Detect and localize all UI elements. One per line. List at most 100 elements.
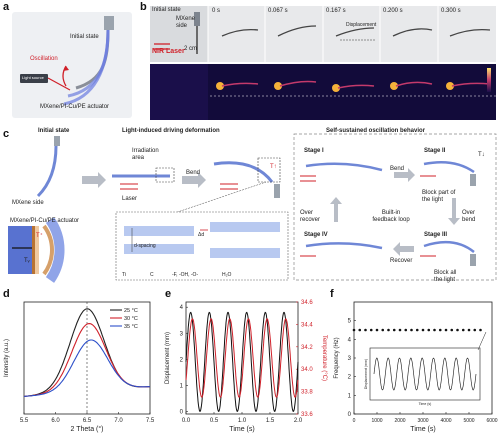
c-recover-label: Recover	[390, 258, 413, 264]
chart-f-point-15	[438, 328, 442, 332]
b-time-3: 0.200 s	[383, 8, 403, 14]
panel-label-b: b	[140, 1, 147, 13]
c-tv-label: Tᵥ	[24, 258, 30, 264]
c-initial-state-label: Initial state	[38, 128, 70, 134]
b-time-4: 0.300 s	[441, 8, 461, 14]
c-block-all-label: Block all the light	[434, 270, 457, 283]
c-stage4-label: Stage IV	[304, 232, 328, 238]
c-self-sustained-label: Self-sustained oscillation behavior	[326, 128, 426, 134]
chart-f-ylabel: Frequency (Hz)	[334, 337, 340, 378]
a-actuator-label: MXene/PI-Cu/PE actuator	[40, 104, 110, 110]
chart-f-point-22	[479, 328, 482, 332]
chart-f-point-5	[381, 328, 385, 332]
chart-e-ytick-label-4: 4	[180, 305, 184, 311]
chart-e-y2tick-label-3: 34.2	[301, 345, 313, 351]
c-t-plus-label: T⁺	[36, 233, 43, 239]
chart-d-xtick-label-3: 7.0	[114, 418, 123, 424]
chart-d-legend-label-1: 30 °C	[124, 316, 138, 322]
chart-f-inset-xlabel: Time (s)	[419, 402, 432, 406]
chart-f-inset-pointer	[477, 331, 487, 351]
chart-f-point-17	[450, 328, 454, 332]
c-laser-label: Laser	[122, 196, 138, 202]
chart-f-xtick-label-2: 2000	[394, 418, 405, 424]
chart-d-xlabel: 2 Theta (°)	[70, 425, 103, 433]
chart-f-point-4	[375, 328, 379, 332]
chart-f-xtick-label-1: 1000	[371, 418, 382, 424]
b-time-2: 0.167 s	[326, 8, 346, 14]
chart-e-ytick-label-2: 2	[180, 357, 184, 363]
chart-f-point-18	[456, 328, 459, 332]
chart-e-y2tick-label-4: 34.4	[301, 322, 313, 328]
c-irradiation-area-label: Irradiation area	[132, 148, 159, 161]
c-over-recover-label: Over recover	[300, 210, 321, 223]
chart-e: 0.0 0.5 1.0 1.5 2.0 0 1 2 3 4 33.6 33.8 34.0 34.2 34.4…	[165, 300, 327, 433]
chart-f-point-8	[398, 328, 402, 332]
chart-f-ytick-label-4: 4	[348, 337, 352, 343]
chart-f-point-6	[387, 328, 390, 332]
b-initial-state-label: Initial state	[152, 7, 181, 13]
a-oscillation-label: Oscillation	[30, 56, 58, 62]
a-initial-state-label: Initial state	[70, 34, 99, 40]
panel-c-diagram	[8, 133, 497, 283]
c-d-spacing-label: d-spacing	[134, 243, 156, 249]
chart-e-y2tick-label-5: 34.6	[301, 300, 313, 306]
chart-e-y2tick-label-0: 33.6	[301, 412, 313, 418]
c-delta-d-label: Δd	[198, 232, 205, 238]
b-time-1: 0.067 s	[268, 8, 288, 14]
chart-f-ytick-label-2: 2	[348, 375, 352, 381]
chart-f-ytick-label-3: 3	[348, 356, 352, 362]
chart-e-xtick-label-2: 1.0	[238, 418, 247, 424]
chart-e-series-temperature	[185, 318, 299, 398]
c-actuator-label: MXene/PI-Cu/PE actuator	[10, 218, 80, 224]
b-time-0: 0 s	[212, 8, 221, 14]
chart-f-inset-series	[373, 357, 477, 391]
chart-f-ytick-label-5: 5	[348, 319, 352, 325]
chart-e-xtick-label-1: 0.5	[210, 418, 219, 424]
chart-f-xtick-label-4: 4000	[440, 418, 451, 424]
c-stage1-label: Stage I	[304, 148, 324, 154]
chart-d-series-2	[23, 339, 151, 397]
chart-f-point-10	[410, 328, 413, 332]
c-mxene-side-label: MXene side	[12, 200, 44, 206]
chart-f-point-20	[467, 328, 471, 332]
chart-f-xtick-label-6: 6000	[486, 418, 497, 424]
chart-d: 5.5 6.0 6.5 7.0 7.5 2 Theta (°) Intensity (a.u…	[4, 301, 155, 433]
chart-f-xlabel: Time (s)	[410, 426, 435, 433]
chart-d-ylabel: Intensity (a.u.)	[4, 339, 10, 377]
chart-f-point-2	[364, 328, 367, 332]
b-nir-laser-label: NIR Laser	[152, 48, 185, 55]
chart-f-point-11	[415, 328, 419, 332]
b-displacement-label: Displacement	[346, 22, 377, 28]
chart-e-y2tick-label-1: 33.8	[301, 390, 313, 396]
chart-d-xtick-label-0: 5.5	[20, 418, 29, 424]
b-mxene-side-label: MXene side	[176, 16, 196, 29]
panel-label-e: e	[165, 288, 172, 300]
chart-f-inset-ylabel: Displacement (mm)	[364, 359, 368, 389]
panel-a-illustration	[12, 12, 132, 118]
c-stage2-label: Stage II	[424, 148, 446, 154]
chart-e-xlabel: Time (s)	[229, 426, 254, 433]
chart-f-point-0	[352, 328, 356, 332]
chart-e-y2tick-label-2: 34.0	[301, 367, 313, 373]
chart-f-point-16	[444, 328, 448, 332]
chart-d-xtick-label-4: 7.5	[146, 418, 155, 424]
chart-f-point-21	[473, 328, 477, 332]
panel-label-d: d	[3, 288, 10, 300]
chart-e-xtick-label-3: 1.5	[266, 418, 275, 424]
c-feedback-label: Built-in feedback loop	[372, 210, 410, 223]
chart-f-ytick-label-0: 0	[348, 412, 352, 418]
chart-d-xtick-label-2: 6.5	[83, 418, 92, 424]
chart-e-y2label: Temperature (°C)	[321, 335, 327, 381]
c-bend-label: Bend	[186, 170, 201, 176]
c-over-bend-label: Over bend	[462, 210, 476, 223]
c-legend-ti: Ti	[122, 272, 126, 278]
c-legend-c: C	[150, 272, 154, 278]
chart-f-xtick-label-0: 0	[353, 418, 356, 424]
chart-f-xtick-label-5: 5000	[463, 418, 474, 424]
chart-f-point-7	[392, 328, 396, 332]
panel-b-photos	[150, 6, 496, 120]
chart-e-xtick-label-4: 2.0	[294, 418, 303, 424]
c-block-part-label: Block part of the light	[422, 190, 456, 203]
chart-f-ytick-label-1: 1	[348, 393, 352, 399]
chart-d-legend-label-0: 25 °C	[124, 308, 138, 314]
